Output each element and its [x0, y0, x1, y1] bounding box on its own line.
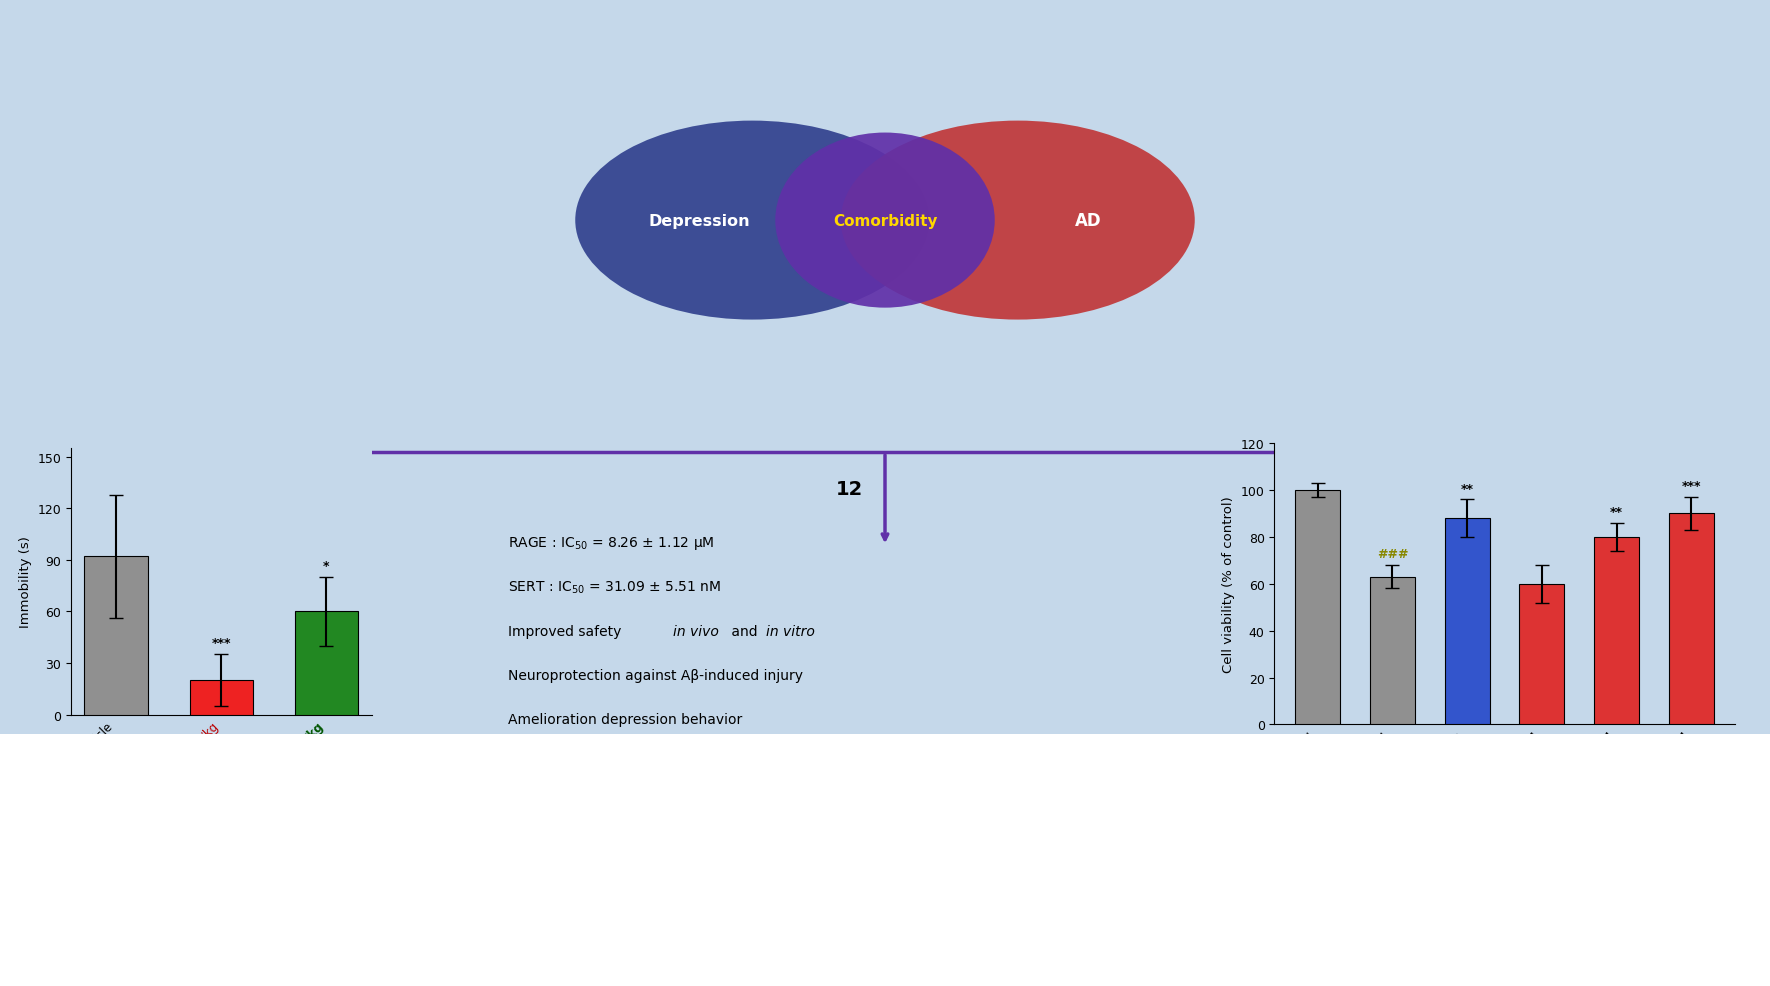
Bar — [1519, 584, 1565, 725]
Ellipse shape — [575, 121, 929, 320]
Text: C$_{\rm max}$ (ng/mL): C$_{\rm max}$ (ng/mL) — [512, 802, 602, 818]
Text: 5.55: 5.55 — [269, 872, 297, 884]
Text: ###: ### — [1377, 548, 1409, 561]
Text: AD: AD — [1074, 212, 1103, 230]
Text: 60 mg/kg (po): 60 mg/kg (po) — [35, 872, 124, 884]
Bar — [189, 680, 253, 715]
Text: -: - — [998, 872, 1002, 884]
Text: Improved safety: Improved safety — [508, 624, 625, 638]
Text: in vivo: in vivo — [356, 752, 396, 765]
Text: in vitro: in vitro — [766, 624, 816, 638]
Text: 12: 12 — [1607, 762, 1625, 775]
Text: 51745: 51745 — [512, 924, 552, 937]
Bar — [1370, 577, 1414, 725]
Text: 3.46: 3.46 — [269, 924, 297, 937]
Text: 23653: 23653 — [754, 924, 795, 937]
Ellipse shape — [775, 133, 995, 309]
Text: F (%): F (%) — [1501, 804, 1538, 816]
Bar — [85, 557, 147, 715]
Bar — [1444, 519, 1490, 725]
Y-axis label: Immobility (s): Immobility (s) — [19, 535, 32, 628]
Bar — [1296, 490, 1340, 725]
Bar — [1669, 514, 1713, 725]
Text: 17.1: 17.1 — [1501, 872, 1529, 884]
Text: Vss (mL/kg): Vss (mL/kg) — [1241, 804, 1324, 816]
Text: Amelioration depression behavior: Amelioration depression behavior — [508, 713, 742, 727]
Text: A$\beta_{25-35}$ (10 μM): A$\beta_{25-35}$ (10 μM) — [1531, 793, 1628, 810]
Text: Comorbidity: Comorbidity — [832, 213, 938, 229]
Text: **: ** — [1611, 506, 1623, 519]
Text: Vilazodone: Vilazodone — [225, 505, 324, 523]
Text: **: ** — [1460, 482, 1474, 495]
Bar — [296, 611, 358, 715]
Bar — [1595, 537, 1639, 725]
Ellipse shape — [841, 121, 1195, 320]
Text: in vivo: in vivo — [673, 624, 719, 638]
Text: and: and — [727, 624, 761, 638]
Text: 24684: 24684 — [754, 872, 795, 884]
Text: 4935: 4935 — [512, 872, 543, 884]
Text: RAGE : IC$_{50}$ = 8.26 ± 1.12 μM: RAGE : IC$_{50}$ = 8.26 ± 1.12 μM — [508, 534, 715, 551]
Text: Depression: Depression — [648, 213, 750, 229]
Text: 1037: 1037 — [1241, 924, 1273, 937]
Y-axis label: Cell viability (% of control): Cell viability (% of control) — [1223, 496, 1235, 672]
Text: 10 mg/kg (iv): 10 mg/kg (iv) — [35, 924, 119, 937]
Text: Neuroprotection against Aβ-induced injury: Neuroprotection against Aβ-induced injur… — [508, 669, 802, 682]
Text: Dose: Dose — [35, 804, 69, 816]
Text: ***: *** — [211, 637, 232, 650]
Text: T$_{1/2}$ (h): T$_{1/2}$ (h) — [269, 803, 317, 817]
Text: 12: 12 — [835, 480, 864, 499]
Text: -: - — [1501, 924, 1504, 937]
Text: -: - — [1241, 872, 1244, 884]
Text: SERT : IC$_{50}$ = 31.09 ± 5.51 nM: SERT : IC$_{50}$ = 31.09 ± 5.51 nM — [508, 579, 720, 596]
Text: .: . — [412, 752, 418, 765]
Text: *: * — [324, 559, 329, 572]
Text: Key Pharmacokinetic Parameters of 12: Key Pharmacokinetic Parameters of 12 — [35, 752, 281, 765]
Text: Azeliragon: Azeliragon — [1430, 505, 1526, 523]
Text: CL (mL/min/kg): CL (mL/min/kg) — [998, 804, 1104, 816]
Text: AUC$_{0-\infty}$ (h*ng/mL): AUC$_{0-\infty}$ (h*ng/mL) — [754, 802, 883, 818]
Text: 7.09: 7.09 — [998, 924, 1025, 937]
Text: ***: *** — [1682, 480, 1701, 493]
